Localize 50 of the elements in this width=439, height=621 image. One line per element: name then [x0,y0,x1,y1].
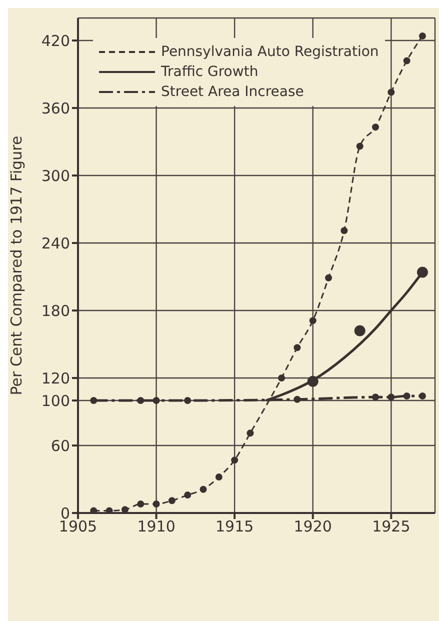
point [184,492,192,498]
point [168,497,176,504]
point [90,397,98,404]
point [90,507,98,513]
x-tick-label: 1915 [215,518,254,536]
x-tick-label: 1920 [294,518,332,536]
point [309,317,316,324]
point [388,88,395,96]
x-tick-label: 1905 [58,518,98,536]
y-axis-title: Per Cent Compared to 1917 Figure [7,136,26,396]
point [215,474,222,480]
legend-label: Traffic Growth [161,63,258,82]
y-tick-label: 300 [41,166,70,185]
y-tick-label: 120 [41,369,70,388]
x-tick-label: 1925 [372,518,410,536]
point [416,266,428,278]
point [325,274,332,282]
point [231,456,238,464]
y-tick-label: 360 [41,99,70,118]
point [372,124,379,131]
point [418,392,426,400]
point [403,392,410,400]
point [418,32,426,40]
y-tick-label: 60 [50,436,70,455]
point [307,376,318,387]
point [278,374,286,382]
point [152,500,160,508]
point [340,227,348,234]
x-tick-label: 1910 [137,518,176,536]
point [354,325,366,336]
point [152,397,160,404]
point [137,500,144,508]
point [294,344,301,352]
point [372,394,379,401]
point [200,486,207,493]
point [121,506,128,513]
point [388,394,395,401]
legend-label: Street Area Increase [161,83,304,102]
point [137,397,144,404]
y-tick-label: 100 [41,392,70,410]
y-tick-label: 240 [41,234,70,252]
point [403,57,410,64]
y-tick-label: 420 [41,32,70,50]
point [356,142,364,150]
point [106,507,113,513]
legend-label: Pennsylvania Auto Registration [161,43,379,62]
y-tick-label: 180 [41,302,70,320]
point [294,396,301,403]
point [246,430,254,437]
point [184,397,192,404]
